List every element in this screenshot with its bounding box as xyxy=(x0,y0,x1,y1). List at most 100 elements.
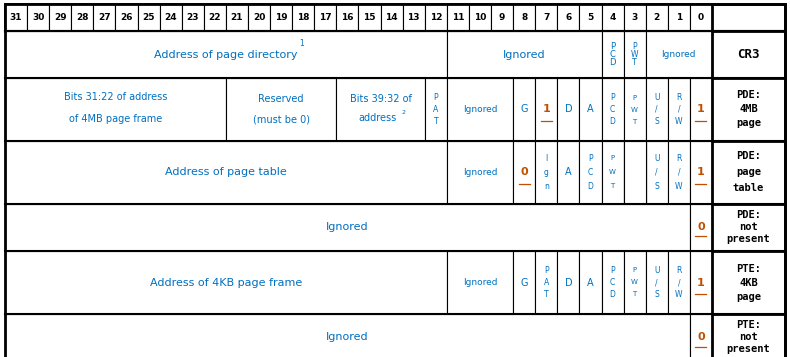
Text: W: W xyxy=(609,170,616,176)
Bar xyxy=(645,78,668,141)
Bar xyxy=(359,4,381,31)
Text: 12: 12 xyxy=(430,13,442,22)
Text: W: W xyxy=(675,117,683,126)
Text: 7: 7 xyxy=(543,13,550,22)
Text: P: P xyxy=(589,154,592,163)
Text: G: G xyxy=(521,105,528,115)
Text: Address of page directory: Address of page directory xyxy=(154,50,298,60)
Bar xyxy=(536,141,557,204)
Bar xyxy=(601,251,623,314)
Bar xyxy=(668,141,690,204)
Text: T: T xyxy=(632,58,637,67)
Bar xyxy=(690,204,712,251)
Text: P: P xyxy=(610,93,615,102)
Text: C: C xyxy=(610,50,615,59)
Bar xyxy=(623,4,645,31)
Bar xyxy=(645,4,668,31)
Text: 16: 16 xyxy=(341,13,354,22)
Text: /: / xyxy=(678,105,680,114)
Text: 31: 31 xyxy=(9,13,22,22)
Text: G: G xyxy=(521,277,528,287)
Bar xyxy=(623,78,645,141)
Text: 11: 11 xyxy=(452,13,465,22)
Text: W: W xyxy=(631,106,638,112)
Bar xyxy=(314,4,337,31)
Bar xyxy=(557,141,579,204)
Text: D: D xyxy=(609,58,616,67)
Text: 4: 4 xyxy=(609,13,615,22)
Bar xyxy=(270,4,292,31)
Text: A: A xyxy=(587,105,594,115)
Bar xyxy=(425,4,447,31)
Text: 13: 13 xyxy=(408,13,420,22)
Bar xyxy=(5,4,712,31)
Bar xyxy=(601,4,623,31)
Bar xyxy=(226,4,248,31)
Text: 20: 20 xyxy=(253,13,265,22)
Text: of 4MB page frame: of 4MB page frame xyxy=(69,115,162,125)
Text: D: D xyxy=(588,182,593,191)
Bar xyxy=(712,251,785,314)
Text: Ignored: Ignored xyxy=(463,278,497,287)
Text: page: page xyxy=(736,167,761,177)
Text: /: / xyxy=(678,168,680,177)
Bar xyxy=(425,78,447,141)
Text: 19: 19 xyxy=(275,13,288,22)
Bar xyxy=(645,141,668,204)
Text: 17: 17 xyxy=(319,13,332,22)
Text: PDE:: PDE: xyxy=(736,151,761,161)
Text: 30: 30 xyxy=(32,13,44,22)
Text: 4MB: 4MB xyxy=(739,105,758,115)
Text: 1: 1 xyxy=(543,105,550,115)
Bar xyxy=(623,31,645,78)
Bar xyxy=(248,4,270,31)
Text: 15: 15 xyxy=(363,13,376,22)
Text: g: g xyxy=(544,168,549,177)
Text: A: A xyxy=(544,278,549,287)
Text: 28: 28 xyxy=(76,13,88,22)
Text: 25: 25 xyxy=(142,13,155,22)
Text: 1: 1 xyxy=(299,40,303,49)
Bar xyxy=(645,31,712,78)
Bar xyxy=(557,78,579,141)
Text: Ignored: Ignored xyxy=(463,105,497,114)
Bar xyxy=(447,31,601,78)
Text: P: P xyxy=(544,266,548,275)
Text: C: C xyxy=(610,105,615,114)
Text: /: / xyxy=(656,168,658,177)
Text: 23: 23 xyxy=(186,13,199,22)
Bar xyxy=(514,4,536,31)
Text: 2: 2 xyxy=(653,13,660,22)
Text: P: P xyxy=(632,42,637,51)
Bar xyxy=(226,78,337,141)
Bar xyxy=(182,4,204,31)
Bar xyxy=(49,4,71,31)
Text: 0: 0 xyxy=(697,222,705,232)
Text: R: R xyxy=(676,266,682,275)
Bar xyxy=(447,141,514,204)
Text: /: / xyxy=(678,278,680,287)
Bar xyxy=(668,251,690,314)
Text: Ignored: Ignored xyxy=(463,168,497,177)
Bar xyxy=(536,4,557,31)
Bar xyxy=(160,4,182,31)
Text: A: A xyxy=(565,167,572,177)
Bar xyxy=(204,4,226,31)
Text: 27: 27 xyxy=(98,13,111,22)
Bar xyxy=(337,78,425,141)
Bar xyxy=(579,141,601,204)
Bar xyxy=(137,4,160,31)
Bar xyxy=(381,4,403,31)
Text: R: R xyxy=(676,154,682,163)
Text: Ignored: Ignored xyxy=(326,222,369,232)
Text: address: address xyxy=(359,114,397,124)
Text: P: P xyxy=(633,95,637,101)
Text: 5: 5 xyxy=(587,13,593,22)
Text: D: D xyxy=(565,277,572,287)
Bar xyxy=(5,31,447,78)
Text: n: n xyxy=(544,182,549,191)
Text: A: A xyxy=(587,277,594,287)
Bar xyxy=(579,4,601,31)
Bar xyxy=(712,31,785,78)
Text: S: S xyxy=(654,290,659,299)
